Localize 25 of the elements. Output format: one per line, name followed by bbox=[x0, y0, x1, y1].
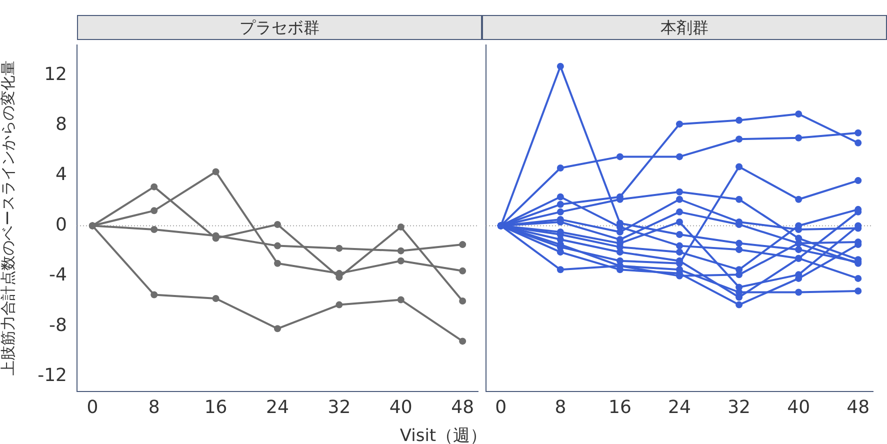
x-tick-label: 40 bbox=[389, 396, 412, 418]
x-tick-label: 48 bbox=[846, 396, 870, 418]
x-tick-label: 48 bbox=[451, 396, 474, 418]
x-tick-label: 16 bbox=[204, 396, 228, 418]
chart-title: 本剤群 bbox=[482, 15, 887, 40]
chart-title: プラセボ群 bbox=[77, 15, 482, 40]
y-tick-label: 0 bbox=[56, 214, 67, 236]
x-tick-label: 32 bbox=[728, 396, 750, 418]
y-axis-title: 上肢筋力合計点数のベースラインからの変化量 bbox=[0, 60, 17, 376]
y-tick-label: -8 bbox=[49, 314, 67, 336]
x-tick-label: 24 bbox=[266, 396, 289, 418]
y-tick-label: 12 bbox=[44, 64, 67, 85]
x-tick-label: 0 bbox=[86, 396, 98, 418]
x-tick-label: 16 bbox=[608, 396, 632, 418]
y-tick-label: 4 bbox=[56, 164, 67, 186]
x-tick-label: 8 bbox=[554, 396, 566, 418]
x-tick-label: 0 bbox=[495, 396, 507, 418]
y-tick-label: -12 bbox=[38, 365, 67, 386]
y-tick-label: 8 bbox=[56, 114, 67, 135]
x-axis-title: Visit（週） bbox=[398, 425, 488, 444]
x-tick-label: 32 bbox=[328, 396, 351, 418]
x-tick-label: 8 bbox=[148, 396, 160, 418]
y-tick-label: -4 bbox=[49, 264, 67, 286]
x-tick-label: 24 bbox=[668, 396, 691, 418]
x-tick-label: 40 bbox=[787, 396, 810, 418]
